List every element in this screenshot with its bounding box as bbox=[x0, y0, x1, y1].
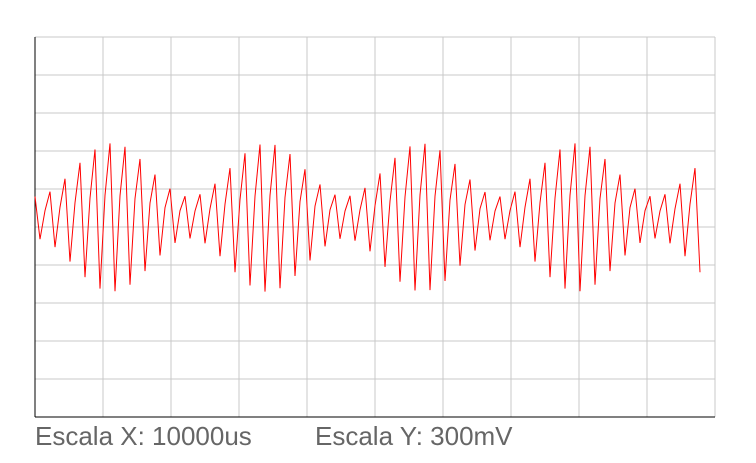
signal-trace bbox=[34, 143, 701, 292]
scale-x-label: Escala X: 10000us bbox=[35, 421, 252, 451]
scale-y-label: Escala Y: 300mV bbox=[315, 421, 513, 451]
